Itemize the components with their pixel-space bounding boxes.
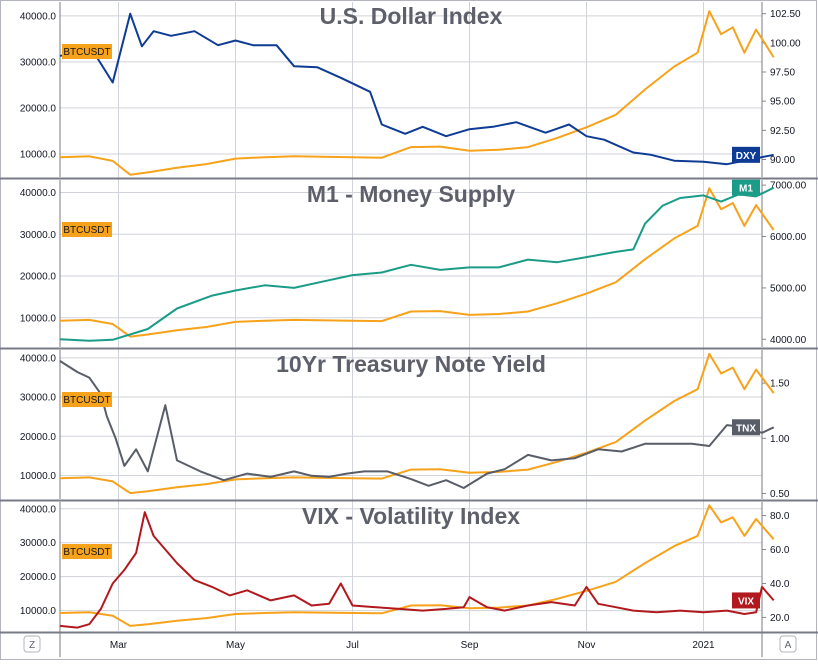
series-badge-label: VIX (738, 596, 754, 607)
left-tick-label: 40000.0 (20, 11, 57, 22)
time-axis: Mar May Jul Sep Nov 2021 (59, 631, 763, 657)
left-tick-label: 20000.0 (20, 103, 57, 114)
series-line-btcusdt (59, 10, 775, 176)
panel-title: 10Yr Treasury Note Yield (276, 351, 546, 377)
panel-dxy: 40000.0 30000.0 20000.0 10000.0 102.50 100.00… (0, 2, 818, 180)
series-line-btcusdt (59, 187, 775, 338)
left-tick-label: 30000.0 (20, 393, 57, 404)
left-tick-label: 10000.0 (20, 606, 57, 617)
zoom-reset-button[interactable] (23, 635, 41, 653)
right-tick-label: 40.0 (770, 579, 790, 590)
time-axis-label: Jul (346, 640, 359, 651)
btcusdt-badge (62, 222, 112, 237)
series-line-btcusdt (59, 352, 775, 495)
time-axis-label: May (226, 640, 245, 651)
left-tick-label: 20000.0 (20, 272, 57, 283)
btcusdt-badge-label: BTCUSDT (63, 47, 110, 58)
left-tick-label: 30000.0 (20, 538, 57, 549)
panel-tnx: 40000.0 30000.0 20000.0 10000.0 1.50 1.00 0.50… (0, 350, 818, 502)
left-tick-label: 10000.0 (20, 149, 57, 160)
auto-scale-label: A (785, 640, 792, 651)
left-tick-label: 30000.0 (20, 57, 57, 68)
right-tick-label: 90.00 (770, 155, 795, 166)
series-line-btcusdt (59, 504, 775, 627)
right-tick-label: 92.50 (770, 126, 795, 137)
right-tick-label: 95.00 (770, 97, 795, 108)
series-badge-label: M1 (739, 184, 753, 195)
panel-title: U.S. Dollar Index (320, 3, 503, 29)
right-tick-label: 1.50 (770, 379, 790, 390)
left-tick-label: 10000.0 (20, 471, 57, 482)
series-line-vix (59, 511, 775, 629)
btcusdt-badge-label: BTCUSDT (63, 225, 110, 236)
right-tick-label: 5000.00 (770, 283, 807, 294)
time-axis-label: Mar (110, 640, 128, 651)
series-line-m1 (59, 186, 775, 342)
btcusdt-badge (62, 544, 112, 559)
time-axis-label: Sep (461, 640, 479, 651)
right-tick-label: 102.50 (770, 9, 801, 20)
right-tick-label: 60.0 (770, 545, 790, 556)
series-line-dxy (59, 12, 774, 166)
right-tick-label: 7000.00 (770, 181, 807, 192)
panel-m1: 40000.0 30000.0 20000.0 10000.0 7000.00 6000.… (0, 179, 818, 350)
right-tick-label: 6000.00 (770, 232, 807, 243)
right-tick-label: 97.50 (770, 68, 795, 79)
right-tick-label: 20.0 (770, 613, 790, 624)
series-badge-vix (732, 592, 760, 609)
right-tick-label: 0.50 (770, 489, 790, 500)
right-tick-label: 100.00 (770, 38, 801, 49)
left-tick-label: 30000.0 (20, 230, 57, 241)
panel-title: VIX - Volatility Index (302, 503, 520, 529)
series-badge-label: TNX (736, 423, 756, 434)
left-tick-label: 40000.0 (20, 188, 57, 199)
series-badge-label: DXY (736, 151, 757, 162)
left-tick-label: 20000.0 (20, 572, 57, 583)
btcusdt-badge-label: BTCUSDT (63, 395, 110, 406)
series-badge-dxy (732, 146, 760, 163)
zoom-reset-label: Z (29, 640, 35, 651)
left-tick-label: 10000.0 (20, 313, 57, 324)
btcusdt-badge (62, 44, 112, 59)
panel-title: M1 - Money Supply (307, 181, 516, 207)
btcusdt-badge-label: BTCUSDT (63, 547, 110, 558)
series-badge-m1 (732, 179, 760, 196)
right-tick-label: 1.00 (770, 434, 790, 445)
btcusdt-badge (62, 392, 112, 407)
left-tick-label: 20000.0 (20, 432, 57, 443)
panel-vix: 40000.0 30000.0 20000.0 10000.0 80.0 60.0 40.0… (0, 502, 818, 634)
series-line-tnx (59, 360, 775, 489)
time-axis-label: Nov (578, 640, 596, 651)
time-axis-label: 2021 (692, 640, 715, 651)
left-tick-label: 40000.0 (20, 504, 57, 515)
left-tick-label: 40000.0 (20, 353, 57, 364)
series-badge-tnx (732, 419, 760, 436)
auto-scale-button[interactable] (779, 635, 797, 653)
right-tick-label: 80.0 (770, 511, 790, 522)
right-tick-label: 4000.00 (770, 335, 807, 346)
